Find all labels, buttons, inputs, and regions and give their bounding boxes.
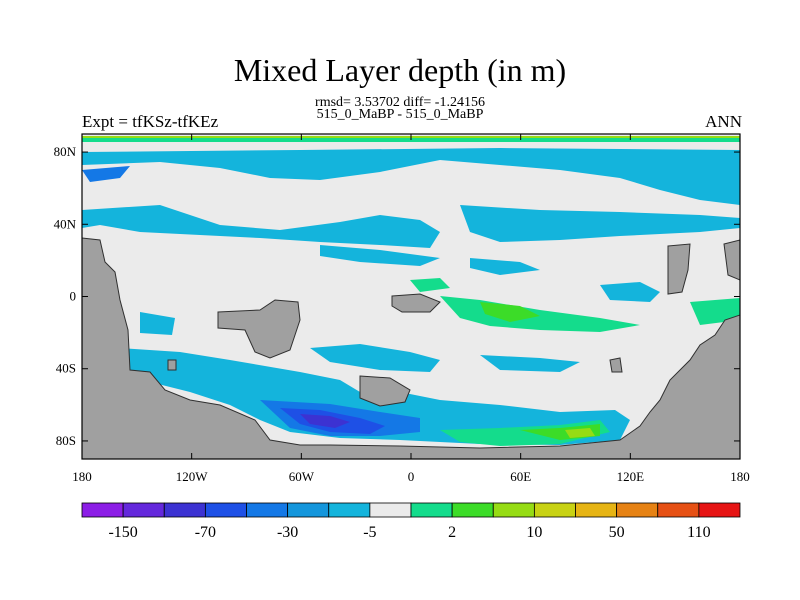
colorbar-swatch [533,502,576,518]
colorbar-swatch [287,502,330,518]
colorbar-swatch [328,502,371,518]
colorbar-swatch [163,502,206,518]
colorbar-swatch [575,502,618,518]
y-tick-label: 80S [56,433,76,448]
colorbar-swatch [451,502,494,518]
colorbar-label: 10 [526,524,542,541]
y-tick-label: 80N [54,144,77,159]
x-tick-label: 60E [510,469,531,484]
contour-darkest-blue [300,414,350,428]
colorbar-label: -70 [195,524,216,541]
x-tick-label: 180 [72,469,92,484]
y-axis: 80N 40N 0 40S 80S [54,144,740,448]
colorbar-swatch [410,502,453,518]
colorbar-swatch [122,502,165,518]
figure-title: Mixed Layer depth (in m) [233,52,567,88]
colorbar-swatch [698,502,741,518]
colorbar-label: 2 [448,524,456,541]
y-tick-label: 40S [56,361,76,376]
y-tick-label: 40N [54,216,77,231]
land-mask [82,237,740,459]
stats-line: rmsd= 3.53702 diff= -1.24156 [315,95,485,110]
y-tick-label: 0 [70,289,77,304]
colorbar-label: 50 [609,524,625,541]
experiment-label: Expt = tfKSz-tfKEz [82,112,219,131]
colorbar-swatch [204,502,247,518]
colorbar-swatch [657,502,700,518]
subtitle: 515_0_MaBP - 515_0_MaBP [316,107,484,122]
colorbar-swatch [492,502,535,518]
colorbar-swatch [616,502,659,518]
colorbar-swatch [369,502,412,518]
colorbar-label: 110 [687,524,710,541]
x-tick-label: 120W [176,469,209,484]
season-label: ANN [705,112,742,131]
x-tick-label: 120E [617,469,645,484]
colorbar-label: -5 [363,524,376,541]
colorbar-label: -30 [277,524,298,541]
colorbar-swatch [246,502,289,518]
x-tick-label: 0 [408,469,415,484]
x-tick-label: 180 [730,469,750,484]
colorbar-swatch [81,502,124,518]
colorbar: -150 -70 -30 -5 2 10 50 110 [81,502,741,541]
x-axis: 180 120W 60W 0 60E 120E 180 [72,134,750,484]
x-tick-label: 60W [289,469,315,484]
colorbar-label: -150 [108,524,137,541]
